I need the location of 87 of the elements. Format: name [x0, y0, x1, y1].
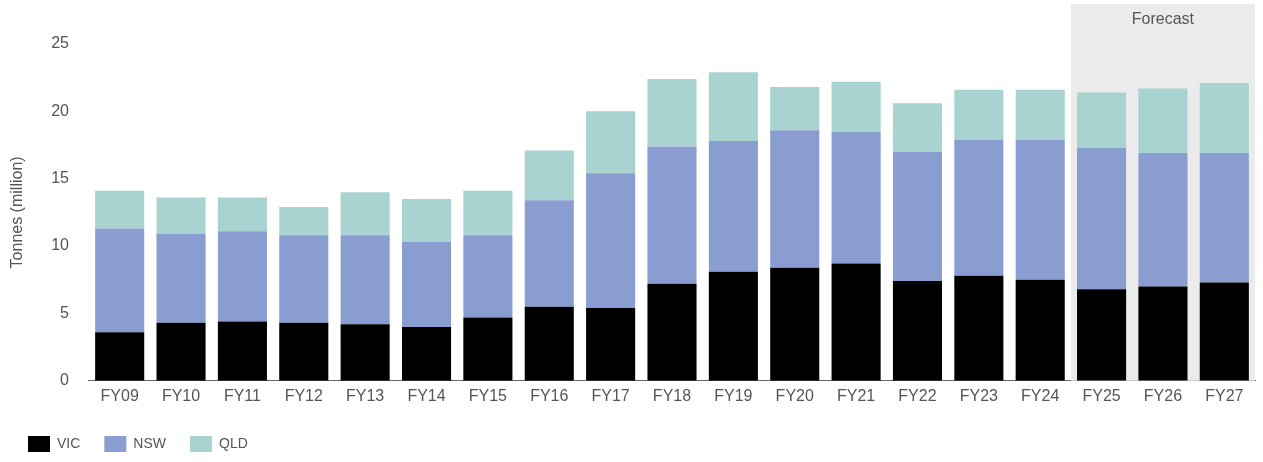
x-tick-label: FY22 [898, 386, 937, 404]
bar [586, 111, 636, 174]
bar [524, 150, 574, 201]
legend-label: QLD [219, 434, 248, 451]
bar [647, 146, 697, 284]
bar [1199, 153, 1249, 283]
x-tick-label: FY16 [530, 386, 569, 404]
bar [1077, 289, 1127, 381]
bar [647, 79, 697, 147]
bar [1138, 286, 1188, 381]
x-tick-label: FY24 [1021, 386, 1060, 404]
bar [463, 190, 513, 236]
y-axis-title: Tonnes (million) [8, 156, 26, 269]
y-tick-label: 10 [51, 236, 70, 254]
bar [524, 200, 574, 307]
bar [831, 131, 881, 264]
bar [1015, 279, 1065, 381]
x-tick-label: FY19 [714, 386, 753, 404]
bar [463, 235, 513, 318]
bar [954, 89, 1004, 140]
x-tick-label: FY21 [836, 386, 876, 404]
bar [156, 197, 206, 234]
bar [95, 332, 145, 381]
bar [708, 271, 758, 381]
bar [156, 322, 206, 381]
bar [954, 139, 1004, 276]
bar [95, 190, 145, 229]
bar [340, 324, 390, 381]
x-tick-label: FY20 [775, 386, 814, 404]
bar [770, 267, 820, 381]
bar [1138, 153, 1188, 287]
bar [401, 326, 452, 381]
bar [770, 87, 820, 131]
bar [463, 317, 513, 381]
bar [217, 197, 267, 232]
bar [1077, 147, 1127, 290]
x-tick-label: FY17 [591, 386, 630, 404]
x-tick-label: FY14 [407, 386, 446, 404]
bar [156, 233, 206, 323]
bar [217, 321, 267, 381]
bar [647, 283, 697, 381]
x-tick-label: FY18 [652, 386, 692, 404]
legend-label: NSW [133, 434, 167, 451]
bar [279, 235, 329, 323]
legend-label: VIC [57, 434, 81, 451]
bar [1138, 88, 1188, 154]
band-label: Forecast [1131, 10, 1195, 28]
x-tick-label: FY10 [161, 386, 201, 404]
bar [1077, 92, 1127, 148]
x-tick-label: FY09 [100, 386, 139, 404]
bar [708, 72, 758, 141]
y-tick-label: 15 [51, 169, 70, 187]
bar [892, 151, 943, 282]
x-tick-label: FY27 [1205, 386, 1244, 404]
x-tick-label: FY26 [1143, 386, 1183, 404]
x-tick-label: FY23 [959, 386, 999, 404]
bar [95, 228, 145, 333]
bar [279, 207, 329, 236]
bar [217, 231, 267, 322]
bar [1199, 282, 1249, 381]
y-tick-label: 25 [51, 34, 70, 52]
bar [892, 281, 943, 381]
bar [1015, 89, 1065, 140]
bar [586, 173, 636, 309]
x-tick-label: FY12 [284, 386, 324, 404]
bar [340, 192, 390, 236]
bar [340, 235, 390, 325]
bar [1015, 139, 1065, 280]
bar [708, 141, 758, 272]
y-tick-label: 0 [60, 371, 70, 389]
bar [954, 275, 1004, 381]
y-tick-label: 5 [60, 303, 70, 321]
bar [586, 308, 636, 381]
x-tick-label: FY11 [223, 386, 262, 404]
bar [524, 306, 574, 381]
x-tick-label: FY13 [346, 386, 385, 404]
bar [401, 198, 452, 243]
bar [401, 242, 452, 327]
bar [1199, 83, 1249, 154]
x-tick-label: FY25 [1082, 386, 1121, 404]
bar [279, 322, 329, 381]
bar [831, 263, 881, 381]
bar [831, 81, 881, 132]
y-tick-label: 20 [51, 101, 70, 119]
bar [892, 103, 943, 152]
x-tick-label: FY15 [468, 386, 508, 404]
bar [770, 130, 820, 268]
